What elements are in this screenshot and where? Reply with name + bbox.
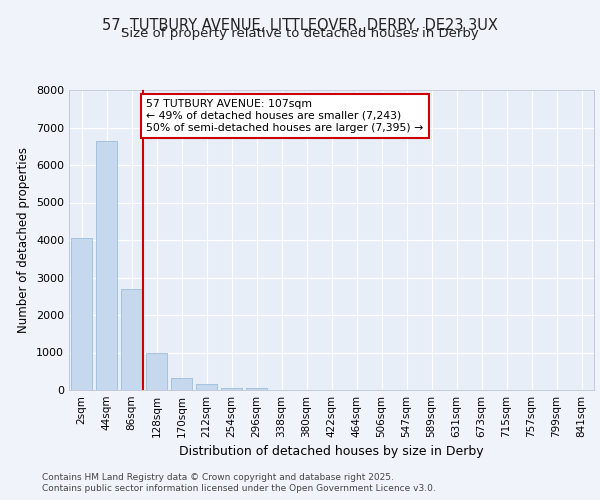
Bar: [71, 238, 92, 390]
Bar: [221, 388, 242, 390]
Text: Size of property relative to detached houses in Derby: Size of property relative to detached ho…: [121, 28, 479, 40]
Text: Contains HM Land Registry data © Crown copyright and database right 2025.: Contains HM Land Registry data © Crown c…: [42, 472, 394, 482]
Bar: [196, 384, 217, 390]
Text: Contains public sector information licensed under the Open Government Licence v3: Contains public sector information licen…: [42, 484, 436, 493]
X-axis label: Distribution of detached houses by size in Derby: Distribution of detached houses by size …: [179, 446, 484, 458]
Bar: [146, 354, 167, 390]
Text: 57 TUTBURY AVENUE: 107sqm
← 49% of detached houses are smaller (7,243)
50% of se: 57 TUTBURY AVENUE: 107sqm ← 49% of detac…: [146, 100, 424, 132]
Bar: [171, 378, 192, 390]
Y-axis label: Number of detached properties: Number of detached properties: [17, 147, 31, 333]
Bar: [246, 388, 267, 390]
Bar: [121, 289, 142, 390]
Text: 57, TUTBURY AVENUE, LITTLEOVER, DERBY, DE23 3UX: 57, TUTBURY AVENUE, LITTLEOVER, DERBY, D…: [102, 18, 498, 32]
Bar: [96, 140, 117, 390]
